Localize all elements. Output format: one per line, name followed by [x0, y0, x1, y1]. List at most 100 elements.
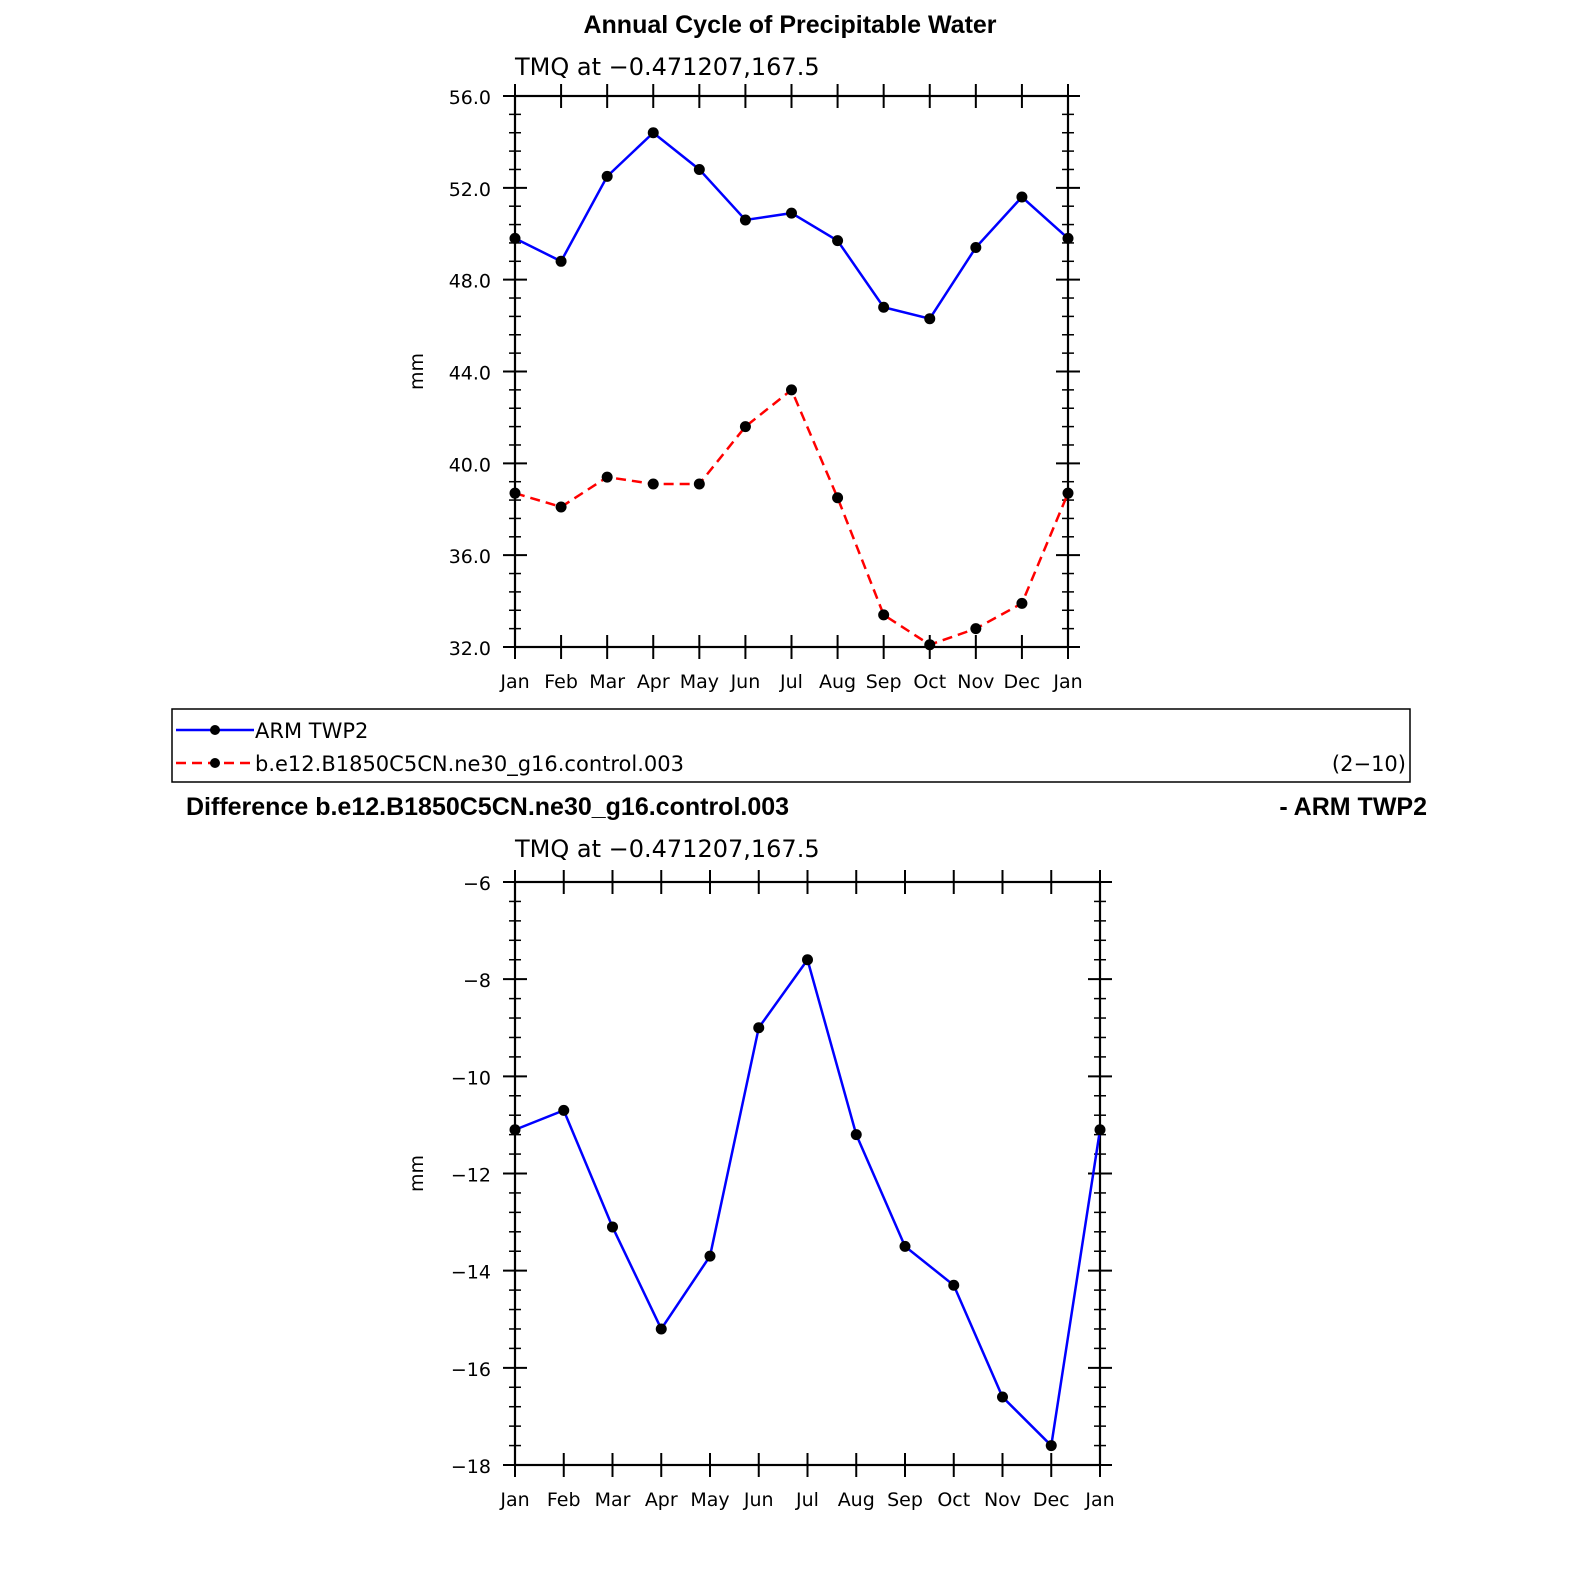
chart1-ytick-label: 56.0 — [449, 87, 491, 109]
legend-marker-arm — [210, 725, 220, 735]
chart2-xtick-label: Jun — [743, 1489, 774, 1511]
chart1-series-0-point — [693, 163, 705, 175]
chart1-series-0-point — [786, 207, 797, 219]
chart2-series-0-point — [753, 1022, 765, 1034]
chart2-title-right: - ARM TWP2 — [1279, 793, 1427, 821]
legend: ARM TWP2 b.e12.B1850C5CN.ne30_g16.contro… — [171, 708, 1411, 783]
chart2-series-0-point — [948, 1279, 960, 1291]
chart1-series-1-point — [832, 492, 844, 504]
chart2-xtick-label: Nov — [984, 1489, 1021, 1511]
chart2-ytick-label: −10 — [451, 1067, 491, 1089]
chart2-ytick-label: −6 — [463, 873, 491, 895]
chart2-ytick-label: −12 — [451, 1165, 491, 1187]
chart1-xtick-label: Sep — [866, 671, 902, 693]
chart1-series-1-point — [555, 501, 567, 513]
chart1-ytick-label: 44.0 — [449, 363, 491, 385]
chart1-series-1-point — [970, 623, 982, 635]
chart1-series-1-point — [1016, 597, 1028, 609]
chart2-ytick-label: −16 — [451, 1359, 491, 1381]
chart1-title: Annual Cycle of Precipitable Water — [583, 11, 996, 39]
chart1-xtick-label: Feb — [544, 671, 578, 693]
chart1-series-1-point — [1062, 487, 1074, 499]
chart2-series-0-point — [607, 1221, 618, 1233]
chart2-series-0-line — [514, 956, 1102, 1449]
chart1-xtick-label: Jun — [730, 671, 761, 693]
chart1-series-1-line — [514, 387, 1070, 647]
chart2-series-0-point — [899, 1240, 911, 1252]
chart1-ylabel: mm — [406, 353, 428, 390]
chart1-series-1-point — [601, 471, 613, 483]
chart1-ytick-label: 52.0 — [449, 179, 491, 201]
chart1-plot: 32.0 36.0 40.0 44.0 48.0 52.0 56.0 Jan Feb Mar Apr… — [406, 84, 1083, 693]
chart2-series-0-point — [704, 1250, 716, 1262]
chart1-series-1-point — [878, 609, 890, 621]
chart2-plot: −18 −16 −14 −12 −10 −8 −6 Jan Feb Mar Apr May Jun Jul… — [406, 870, 1115, 1511]
chart1-xtick-label: Jan — [499, 671, 529, 693]
chart2-xtick-label: Dec — [1033, 1489, 1070, 1511]
legend-note: (2−10) — [1332, 752, 1406, 776]
chart1-xtick-label: Jan — [1052, 671, 1082, 693]
chart1-series-0-point — [832, 235, 844, 247]
chart1-series-1-point — [786, 384, 797, 396]
chart2-ytick-label: −8 — [463, 970, 491, 992]
chart1-xtick-label: Apr — [637, 671, 670, 693]
chart1-series-1-point — [509, 487, 521, 499]
chart1-series-1-point — [924, 639, 936, 651]
chart1-series-0-point — [1062, 232, 1074, 244]
chart2-series-0-point — [802, 954, 813, 966]
chart1-xtick-label: Jul — [779, 671, 803, 693]
chart2-series-0-point — [997, 1391, 1008, 1403]
chart2-series-0-point — [1094, 1124, 1106, 1136]
chart1-series-1-point — [693, 478, 705, 490]
chart1-xtick-label: Mar — [589, 671, 625, 693]
chart2-title: Difference b.e12.B1850C5CN.ne30_g16.cont… — [186, 793, 789, 821]
chart1-ytick-label: 40.0 — [449, 454, 491, 476]
legend-box — [171, 708, 1411, 783]
chart2-ytick-label: −14 — [451, 1262, 491, 1284]
chart2-xtick-label: May — [690, 1489, 729, 1511]
chart1-xtick-label: Aug — [819, 671, 856, 693]
chart1-xtick-label: Oct — [913, 671, 946, 693]
chart1-series-0-point — [1016, 191, 1028, 203]
chart1-series-0-point — [970, 242, 982, 254]
chart1-series-0-point — [878, 301, 890, 313]
chart1-series-0-point — [647, 127, 659, 139]
chart1-xtick-label: Nov — [957, 671, 994, 693]
chart2-series-0-point — [655, 1323, 667, 1335]
chart2-xtick-label: Feb — [547, 1489, 581, 1511]
legend-label-model: b.e12.B1850C5CN.ne30_g16.control.003 — [255, 752, 684, 777]
chart2-series-0-point — [1045, 1440, 1057, 1452]
chart2-series-0-point — [850, 1129, 862, 1141]
chart1-xtick-label: Dec — [1004, 671, 1041, 693]
chart1-ytick-label: 36.0 — [449, 546, 491, 568]
chart1-ytick-label: 48.0 — [449, 271, 491, 293]
chart2-xtick-label: Jan — [1084, 1489, 1114, 1511]
chart1-ytick-label: 32.0 — [449, 638, 491, 660]
chart1-subtitle: TMQ at −0.471207,167.5 — [514, 53, 820, 81]
chart1-series-0-point — [601, 170, 613, 182]
chart2-ylabel: mm — [406, 1155, 428, 1192]
chart1-series-1-point — [647, 478, 659, 490]
chart2-xtick-label: Aug — [838, 1489, 875, 1511]
chart1-series-0-point — [555, 255, 567, 267]
chart1-series-0-point — [509, 232, 521, 244]
chart2-xtick-label: Jul — [795, 1489, 819, 1511]
legend-marker-model — [210, 758, 220, 768]
chart2-xtick-label: Jan — [499, 1489, 529, 1511]
chart1-series-0-point — [739, 214, 751, 226]
chart2-subtitle: TMQ at −0.471207,167.5 — [514, 835, 820, 863]
chart1-xtick-label: May — [680, 671, 719, 693]
chart1-series-1-point — [739, 421, 751, 433]
chart1-series-0-line — [514, 131, 1069, 321]
chart2-series-0-point — [509, 1124, 521, 1136]
chart2-xtick-label: Sep — [887, 1489, 923, 1511]
chart1-series-0-point — [924, 313, 936, 325]
chart1-frame — [513, 94, 1070, 649]
chart2-ytick-label: −18 — [451, 1456, 491, 1478]
chart2-xtick-label: Mar — [595, 1489, 631, 1511]
legend-label-arm: ARM TWP2 — [255, 719, 368, 743]
chart2-frame — [513, 880, 1102, 1467]
chart2-xtick-label: Oct — [937, 1489, 970, 1511]
chart2-series-0-point — [558, 1104, 570, 1116]
